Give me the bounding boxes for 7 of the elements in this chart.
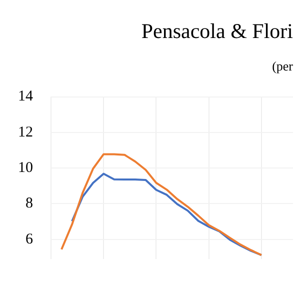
y-tick-label: 10 bbox=[18, 160, 33, 176]
y-tick-label: 14 bbox=[18, 88, 34, 105]
chart-title: Pensacola & Flori bbox=[141, 19, 294, 44]
y-tick-label: 8 bbox=[26, 196, 33, 212]
chart-subtitle: (per bbox=[272, 58, 294, 74]
y-tick-label: 12 bbox=[18, 124, 33, 140]
y-tick-label: 6 bbox=[26, 231, 34, 248]
